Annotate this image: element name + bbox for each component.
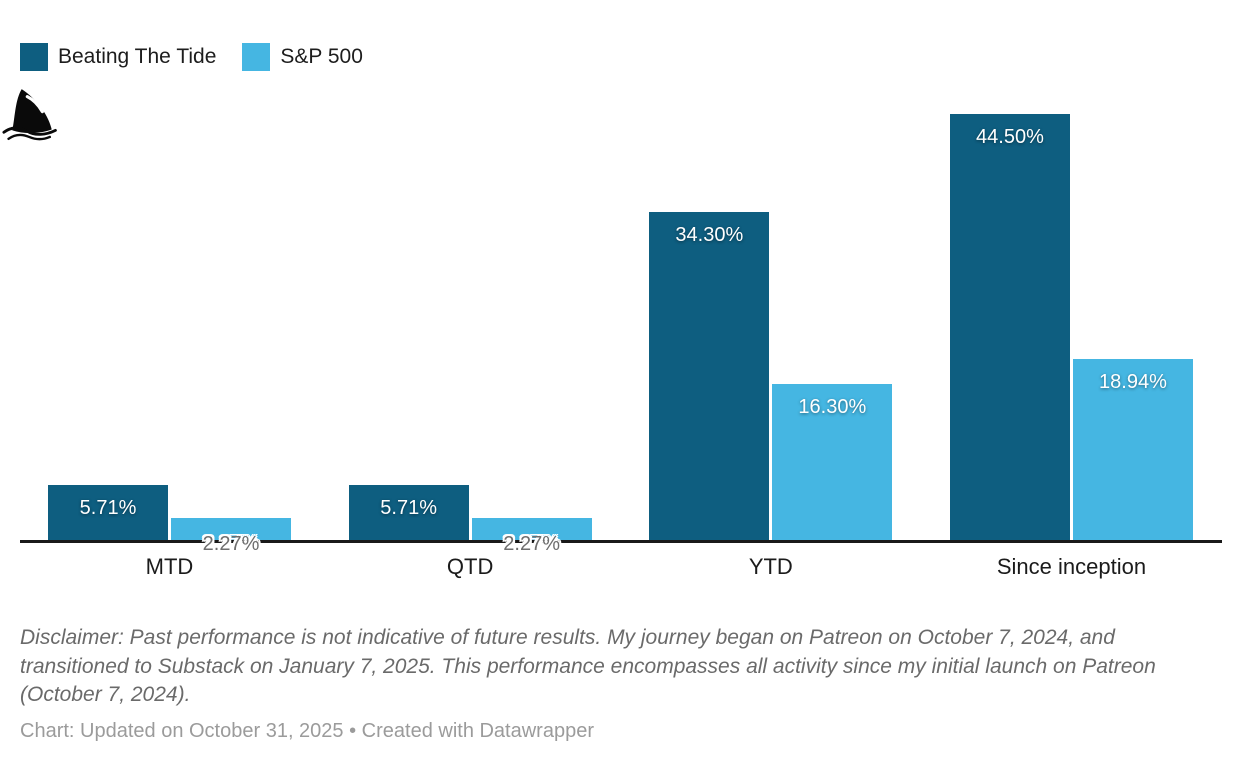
legend-label: Beating The Tide: [58, 45, 217, 68]
value-label: 2.27%: [202, 533, 260, 555]
value-label: 16.30%: [798, 396, 867, 418]
value-label: 5.71%: [380, 497, 438, 520]
shark-fin-logo: [2, 85, 62, 142]
bar-group-mtd: 5.71% 2.27%: [48, 485, 291, 555]
bar-s-p-500-since-inception: 18.94%: [1072, 358, 1193, 540]
legend-swatch-icon: [20, 43, 48, 71]
legend-swatch-icon: [242, 43, 271, 71]
value-label: 18.94%: [1099, 370, 1167, 393]
shark-fin-icon: [2, 89, 57, 141]
category-axis: MTD QTD YTD Since inception: [48, 554, 1193, 580]
x-axis-baseline: [20, 540, 1222, 543]
bar-beating-the-tide-ytd: 34.30%: [649, 211, 770, 540]
value-label: 34.30%: [675, 223, 744, 246]
bar-beating-the-tide-since-inception: 44.50%: [949, 114, 1070, 540]
legend-item-s-p-500: S&P 500: [242, 43, 363, 71]
category-label-qtd: QTD: [446, 554, 494, 579]
disclaimer-text: Disclaimer: Past performance is not indi…: [20, 626, 1156, 706]
bar-s-p-500-ytd: 16.30%: [772, 384, 893, 540]
bar-beating-the-tide-qtd: 5.71%: [348, 485, 469, 540]
bar-chart-plot: 5.71% 2.27% 5.71% 2.27% 34.30% 16.30% 44.50% 18…: [20, 114, 1222, 579]
value-label: 5.71%: [79, 497, 137, 520]
bar-group-since-inception: 44.50% 18.94%: [949, 114, 1193, 540]
bar-beating-the-tide-mtd: 5.71%: [48, 485, 168, 540]
bar-s-p-500-qtd: 2.27%: [471, 518, 592, 555]
bar-group-qtd: 5.71% 2.27%: [348, 485, 592, 555]
bar-group-ytd: 34.30% 16.30%: [649, 211, 893, 540]
value-label: 44.50%: [976, 126, 1044, 148]
legend: Beating The Tide S&P 500: [20, 43, 363, 71]
value-label: 2.27%: [503, 533, 561, 555]
category-label-ytd: YTD: [748, 554, 793, 579]
legend-label: S&P 500: [280, 45, 363, 68]
legend-item-beating-the-tide: Beating The Tide: [20, 43, 216, 71]
category-label-mtd: MTD: [145, 554, 194, 579]
bar-groups: 5.71% 2.27% 5.71% 2.27% 34.30% 16.30% 44.50% 18…: [48, 114, 1193, 555]
bar-s-p-500-mtd: 2.27%: [171, 518, 291, 555]
category-label-since-inception: Since inception: [996, 554, 1147, 579]
attribution-text: Chart: Updated on October 31, 2025 • Cre…: [20, 720, 594, 742]
